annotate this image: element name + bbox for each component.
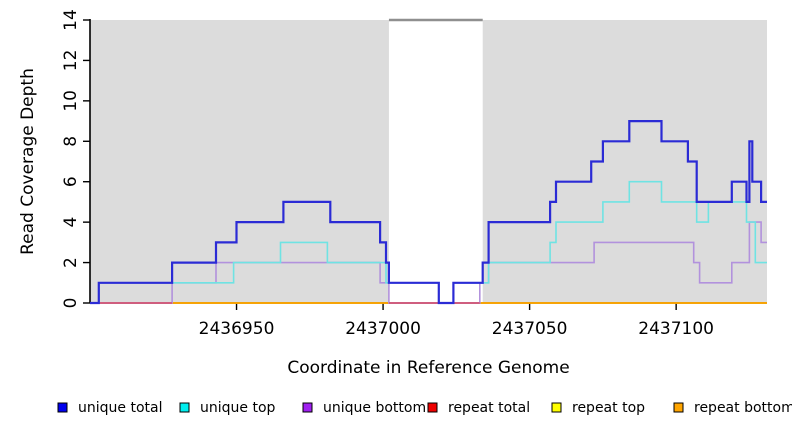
x-tick-label: 2437100: [638, 319, 714, 339]
series-line-unique-top: [90, 180, 767, 304]
legend-label-repeat-bottom: repeat bottom: [694, 400, 792, 416]
x-tick-label: 2437000: [345, 319, 421, 339]
legend-swatch-unique-top: [179, 402, 190, 413]
y-tick-label: 2: [61, 257, 81, 268]
y-tick-label: 6: [61, 176, 81, 187]
shaded-region-0: [90, 20, 389, 303]
x-axis-title: Coordinate in Reference Genome: [287, 358, 569, 378]
legend-item-unique-top: unique top: [179, 400, 276, 416]
legend-item-unique-total: unique total: [57, 400, 162, 416]
legend-label-unique-top: unique top: [200, 400, 276, 416]
shaded-region-1: [482, 20, 767, 303]
legend-item-repeat-bottom: repeat bottom: [673, 400, 792, 416]
legend-label-repeat-top: repeat top: [572, 400, 645, 416]
legend-swatch-unique-bottom: [302, 402, 313, 413]
legend-label-unique-total: unique total: [78, 400, 162, 416]
legend-swatch-repeat-total: [427, 402, 438, 413]
legend-item-repeat-top: repeat top: [551, 400, 645, 416]
legend-label-unique-bottom: unique bottom: [323, 400, 426, 416]
y-axis-title: Read Coverage Depth: [18, 68, 38, 255]
x-tick-label: 2437050: [492, 319, 568, 339]
y-tick-label: 0: [61, 298, 81, 309]
series-line-unique-total: [90, 120, 767, 305]
legend-item-unique-bottom: unique bottom: [302, 400, 426, 416]
y-tick-label: 10: [61, 90, 81, 112]
y-tick-label: 12: [61, 50, 81, 72]
legend-swatch-repeat-bottom: [673, 402, 684, 413]
legend-item-repeat-total: repeat total: [427, 400, 530, 416]
y-tick-label: 4: [61, 217, 81, 228]
legend-label-repeat-total: repeat total: [448, 400, 530, 416]
x-tick-label: 2436950: [199, 319, 275, 339]
y-tick-label: 8: [61, 136, 81, 147]
y-tick-label: 14: [61, 9, 81, 31]
legend-swatch-repeat-top: [551, 402, 562, 413]
legend-swatch-unique-total: [57, 402, 68, 413]
